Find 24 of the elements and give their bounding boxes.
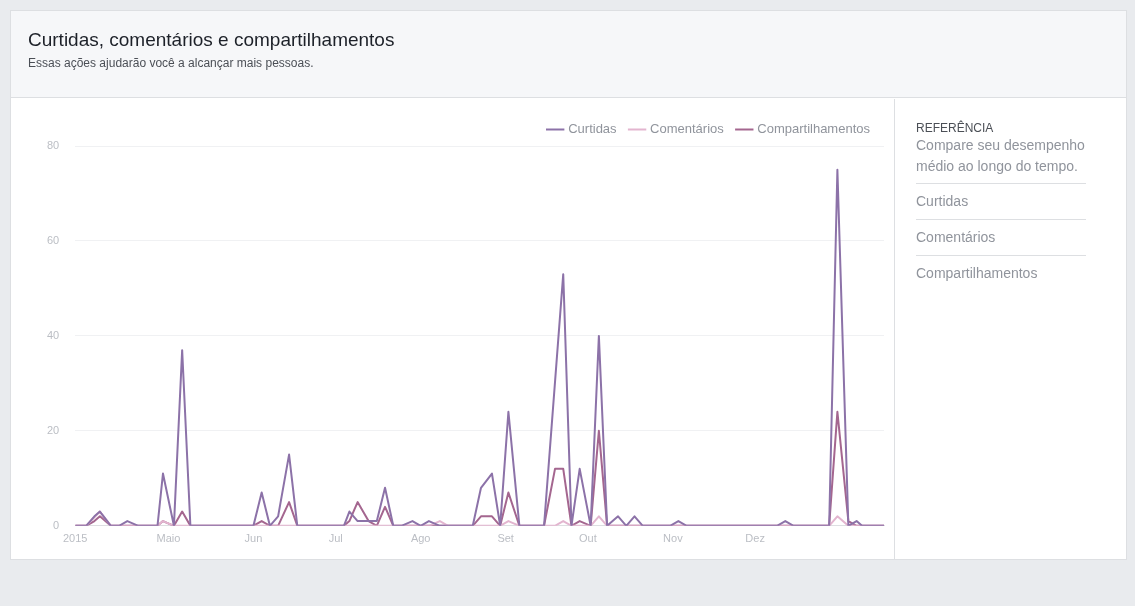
x-tick-label: Ago: [410, 532, 431, 545]
y-tick-label: 60: [46, 233, 60, 246]
chart-subtitle: Essas ações ajudarão você a alcançar mais pessoas.: [28, 56, 315, 70]
y-tick-label: 40: [46, 328, 60, 341]
y-tick-label: 20: [46, 423, 60, 436]
chart-title: Curtidas, comentários e compartilhamentos: [28, 28, 396, 51]
text: Compartilhamentos: [916, 255, 1086, 291]
text: Curtidas: [916, 183, 1086, 219]
text: Compare seu desempenho médio ao longo do tempo.: [916, 136, 1086, 176]
x-tick-label: Out: [579, 532, 597, 545]
x-tick-label: Jul: [328, 532, 343, 545]
x-tick-label: Set: [497, 532, 514, 545]
x-tick-label: Maio: [156, 532, 181, 545]
legend-label: Curtidas: [568, 121, 618, 137]
legend-label: Compartilhamentos: [757, 121, 871, 137]
x-tick-label: Dez: [745, 532, 765, 545]
x-tick-label: Jun: [244, 532, 263, 545]
y-tick-label: 0: [53, 518, 60, 531]
x-tick-label: 2015: [62, 532, 88, 545]
legend-label: Comentários: [650, 121, 725, 137]
text: Comentários: [916, 219, 1086, 255]
text: REFERÊNCIA: [916, 121, 995, 135]
y-tick-label: 80: [46, 139, 60, 152]
x-tick-label: Nov: [663, 532, 684, 545]
